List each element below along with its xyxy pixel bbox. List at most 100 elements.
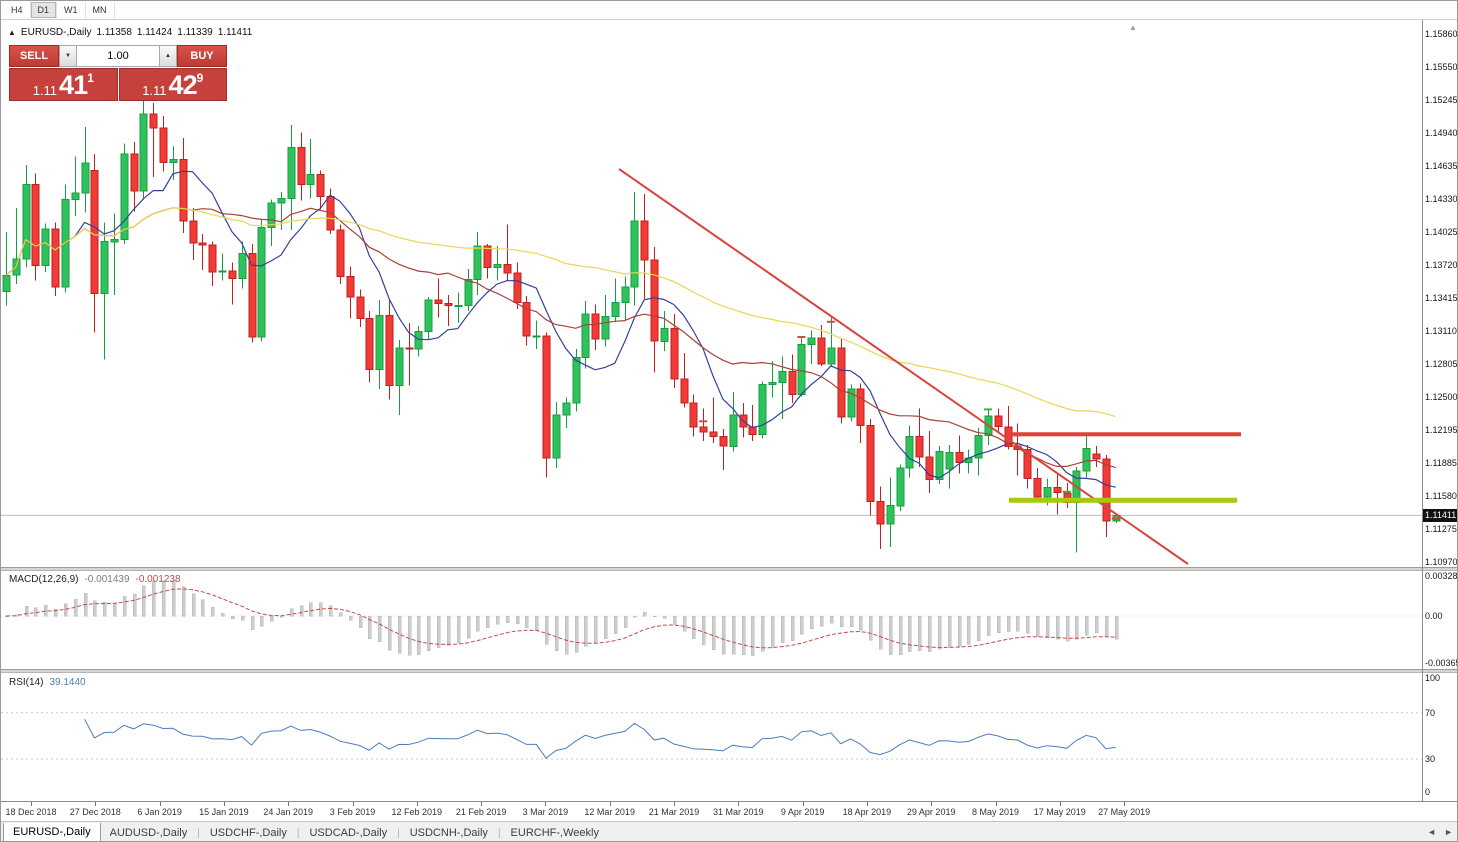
tab-separator: | — [397, 828, 400, 839]
sell-quote-box[interactable]: 1.11 41 1 — [9, 68, 118, 101]
date-axis-label: 3 Mar 2019 — [522, 807, 569, 817]
price-axis-label: 1.14635 — [1425, 161, 1458, 171]
price-axis-label: 1.14940 — [1425, 128, 1458, 138]
price-axis-label: 1.14330 — [1425, 194, 1458, 204]
date-tick — [223, 802, 225, 806]
date-tick — [95, 802, 97, 806]
tab-scroll-right-icon[interactable]: ► — [1444, 827, 1453, 837]
date-axis-label: 8 May 2019 — [971, 807, 1020, 817]
ma-8-line — [5, 170, 1116, 488]
date-axis-label: 17 May 2019 — [1033, 807, 1086, 817]
rsi-line — [84, 718, 1116, 759]
price-axis-label: 1.11885 — [1425, 458, 1457, 468]
date-axis-label: 9 Apr 2019 — [780, 807, 825, 817]
date-tick — [416, 802, 418, 806]
date-axis-label: 21 Mar 2019 — [648, 807, 700, 817]
macd-axis-label: -0.00365 — [1425, 658, 1458, 668]
tab-scroll-left-icon[interactable]: ◄ — [1427, 827, 1437, 837]
ohlc-open-value: 1.11358 — [96, 27, 132, 38]
date-tick — [159, 802, 161, 806]
ohlc-high-value: 1.11424 — [136, 27, 173, 38]
timeframe-d1-button[interactable]: D1 — [30, 2, 58, 18]
rsi-indicator-canvas[interactable] — [1, 673, 1422, 801]
price-axis-label: 1.12195 — [1425, 425, 1458, 435]
rsi-panel-splitter[interactable] — [1, 669, 1457, 673]
date-tick — [1124, 802, 1126, 806]
price-axis-label: 1.15550 — [1425, 62, 1458, 72]
one-click-controls: SELL ▼ ▲ BUY — [9, 45, 227, 67]
price-axis-label: 1.13110 — [1425, 326, 1457, 336]
price-axis-label: 1.13415 — [1425, 293, 1458, 303]
date-axis-label: 18 Dec 2018 — [5, 807, 57, 817]
volume-input[interactable] — [77, 45, 159, 67]
date-axis[interactable]: 18 Dec 2018 27 Dec 2018 6 Jan 2019 15 Jan 2… — [1, 801, 1457, 820]
rsi-axis-label: 30 — [1425, 754, 1436, 764]
price-axis-label: 1.15860 — [1425, 29, 1458, 39]
quote-panel: 1.11 41 1 1.11 42 9 — [9, 68, 227, 101]
date-axis-label: 18 Apr 2019 — [842, 807, 892, 817]
date-tick — [931, 802, 933, 806]
date-tick — [481, 802, 483, 806]
macd-header: MACD(12,26,9) -0.001439 -0.001238 — [9, 574, 181, 585]
price-axis-label: 1.11275 — [1425, 524, 1457, 534]
timeframe-mn-button[interactable]: MN — [86, 2, 115, 18]
macd-signal-line — [5, 588, 1116, 649]
tab-separator: | — [497, 828, 501, 839]
macd-indicator-canvas[interactable] — [1, 571, 1422, 669]
rsi-value: 39.1440 — [49, 677, 86, 688]
current-price-label: 1.11411 — [1423, 509, 1457, 522]
macd-signal-value: -0.001238 — [135, 574, 181, 585]
buy-price-pip-digit: 9 — [196, 71, 204, 85]
date-tick — [545, 802, 547, 806]
price-axis[interactable]: 1.15860 1.15550 1.15245 1.14940 1.14635 1.143… — [1423, 1, 1458, 801]
price-axis-label: 1.13720 — [1425, 260, 1458, 270]
ohlc-close-value: 1.11411 — [217, 27, 253, 38]
chart-tab-usdcad-daily[interactable]: USDCAD-,Daily — [309, 827, 388, 839]
date-axis-label: 27 Dec 2018 — [69, 807, 121, 817]
one-click-toggle-icon[interactable]: ▲ — [8, 28, 16, 37]
tab-separator: | — [197, 828, 200, 839]
rsi-axis-label: 100 — [1425, 673, 1441, 683]
tab-scroll-arrows: ◄ ► — [1427, 827, 1453, 837]
volume-increase-icon[interactable]: ▲ — [159, 45, 177, 67]
trade-markers — [699, 320, 1120, 520]
date-axis-label: 24 Jan 2019 — [263, 807, 313, 817]
buy-price-big-digits: 42 — [168, 70, 198, 100]
date-axis-label: 12 Feb 2019 — [391, 807, 443, 817]
sell-price-prefix: 1.11 — [32, 83, 58, 98]
price-chart-canvas[interactable] — [1, 20, 1422, 567]
buy-quote-box[interactable]: 1.11 42 9 — [118, 68, 227, 101]
chart-shift-marker-icon[interactable]: ▲ — [1129, 23, 1137, 32]
date-axis-label: 31 Mar 2019 — [713, 807, 764, 817]
rsi-header: RSI(14) 39.1440 — [9, 677, 86, 688]
date-axis-label: 29 Apr 2019 — [906, 807, 956, 817]
date-tick — [738, 802, 740, 806]
price-axis-label: 1.12500 — [1425, 392, 1458, 402]
price-axis-label: 1.12805 — [1425, 359, 1458, 369]
date-axis-label: 15 Jan 2019 — [199, 807, 249, 817]
timeframe-h4-button[interactable]: H4 — [4, 2, 31, 18]
chart-tab-eurchf-weekly[interactable]: EURCHF-,Weekly — [510, 827, 599, 839]
date-axis-label: 3 Feb 2019 — [329, 807, 376, 817]
ohlc-low-value: 1.11339 — [177, 27, 213, 38]
timeframe-w1-button[interactable]: W1 — [57, 2, 86, 18]
chart-tab-eurusd-daily[interactable]: EURUSD-,Daily — [3, 823, 101, 841]
date-tick — [288, 802, 290, 806]
date-tick — [609, 802, 611, 806]
ohlc-header: ▲ EURUSD-,Daily 1.11358 1.11424 1.11339 … — [8, 27, 252, 38]
tab-separator: | — [296, 828, 300, 839]
macd-label: MACD(12,26,9) — [9, 574, 79, 585]
volume-decrease-icon[interactable]: ▼ — [59, 45, 77, 67]
sell-button[interactable]: SELL — [9, 45, 59, 67]
chart-tab-usdchf-daily[interactable]: USDCHF-,Daily — [209, 827, 287, 839]
macd-main-value: -0.001439 — [84, 574, 130, 585]
chart-tab-usdcnh-daily[interactable]: USDCNH-,Daily — [409, 827, 488, 839]
macd-axis-label: 0.00 — [1425, 611, 1443, 621]
chart-tab-audusd-daily[interactable]: AUDUSD-,Daily — [109, 827, 188, 839]
price-axis-label: 1.10970 — [1425, 557, 1458, 567]
buy-button[interactable]: BUY — [177, 45, 227, 67]
date-tick — [995, 802, 997, 806]
one-click-trading-panel: SELL ▼ ▲ BUY 1.11 41 1 1.11 42 9 — [9, 45, 227, 101]
price-scale-separator — [1422, 20, 1423, 801]
macd-panel-splitter[interactable] — [1, 567, 1457, 571]
